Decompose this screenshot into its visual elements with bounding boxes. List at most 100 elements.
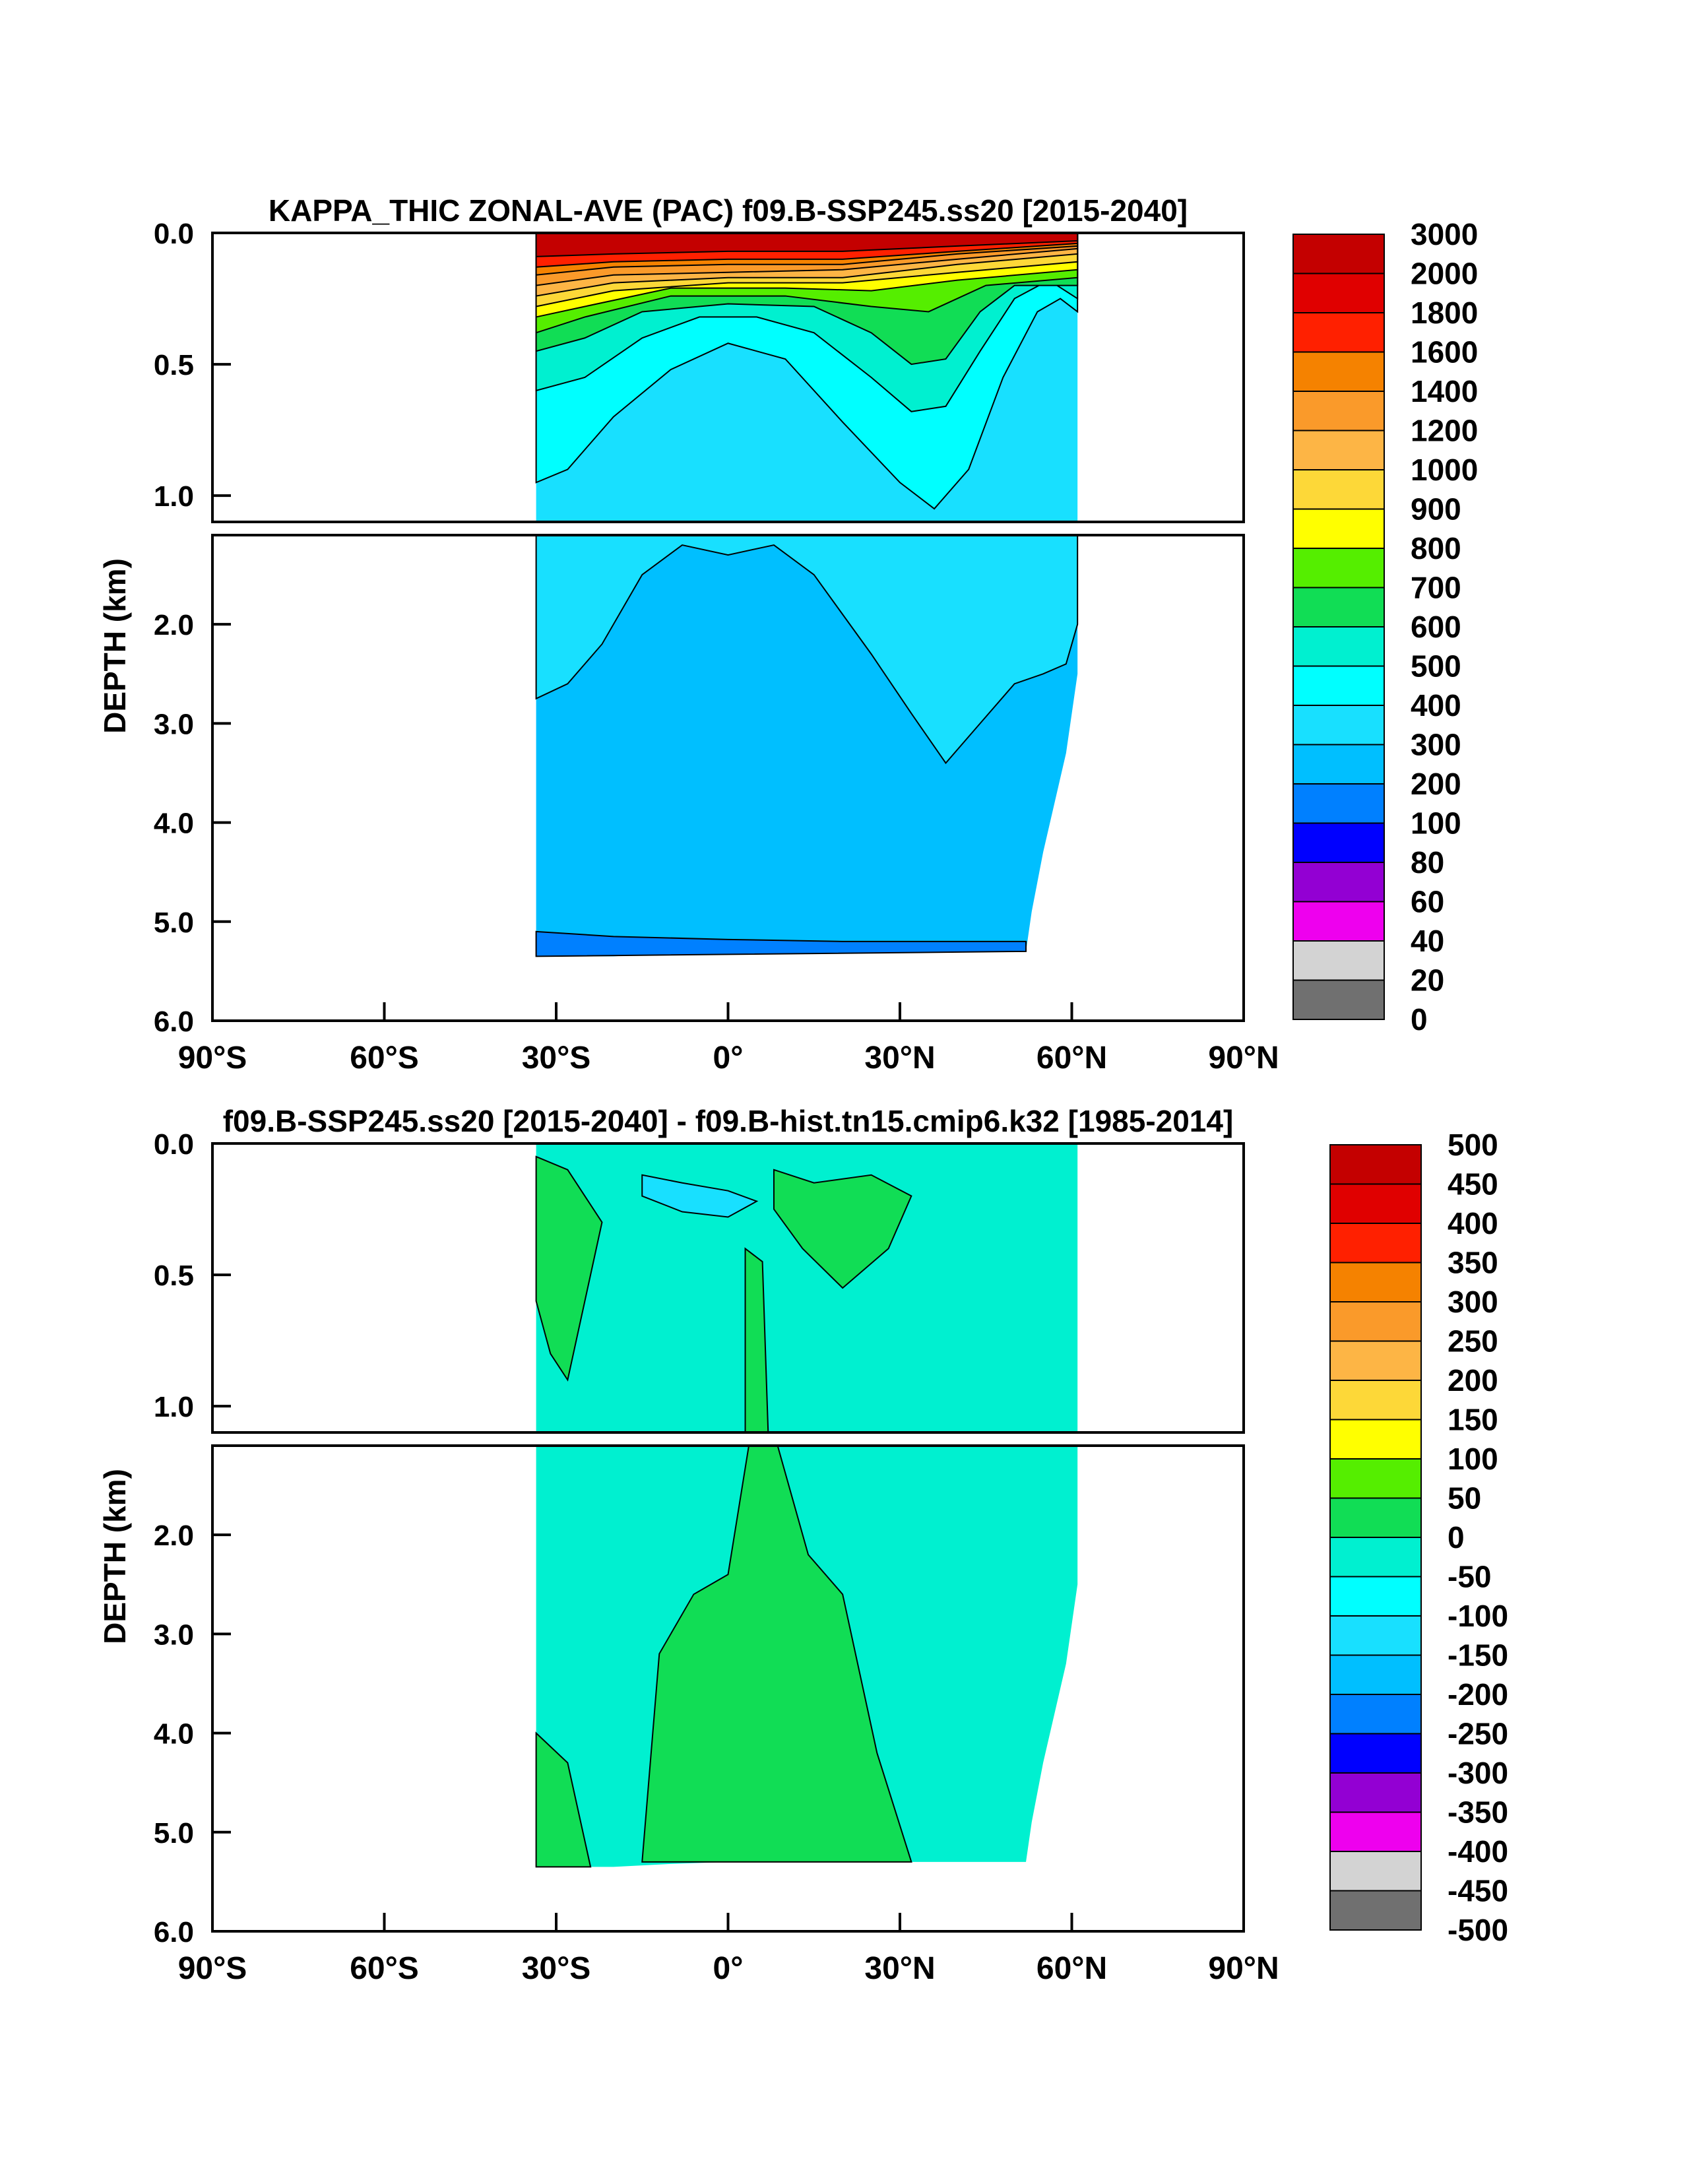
colorbar-label: -450 [1448, 1874, 1508, 1908]
colorbar-swatch [1292, 548, 1385, 589]
colorbar-swatch [1292, 979, 1385, 1020]
x-tick-label: 60°S [350, 1951, 419, 1986]
y-axis-label: DEPTH (km) [98, 1469, 132, 1644]
colorbar-swatch [1329, 1537, 1422, 1578]
colorbar-swatch [1329, 1497, 1422, 1538]
y-axis-label: DEPTH (km) [98, 558, 132, 734]
colorbar-label: -150 [1448, 1638, 1508, 1673]
colorbar-label: 700 [1411, 571, 1461, 605]
colorbar-label: 0 [1411, 1002, 1428, 1037]
x-tick-label: 30°S [522, 1951, 591, 1986]
colorbar-label: 400 [1411, 688, 1461, 723]
colorbar-label: 300 [1411, 728, 1461, 762]
contour-band [641, 1446, 912, 1863]
y-tick-label: 5.0 [154, 1817, 194, 1849]
y-tick-label: 4.0 [154, 1718, 194, 1750]
colorbar-label: -300 [1448, 1756, 1508, 1790]
colorbar-label: 1000 [1411, 453, 1478, 487]
y-tick-label: 6.0 [154, 1006, 194, 1038]
colorbar-label: 300 [1448, 1285, 1498, 1319]
colorbar-label: 150 [1448, 1403, 1498, 1437]
upper-field [535, 1143, 1078, 1432]
colorbar-swatch [1292, 705, 1385, 746]
colorbar-label: -500 [1448, 1913, 1508, 1947]
x-tick-label: 60°N [1036, 1041, 1107, 1076]
x-tick-label: 30°N [864, 1951, 935, 1986]
colorbar-label: -200 [1448, 1677, 1508, 1712]
colorbar-label: 100 [1411, 806, 1461, 841]
colorbar-label: 250 [1448, 1324, 1498, 1359]
contour-band [535, 233, 1079, 257]
colorbar-swatch [1329, 1694, 1422, 1735]
colorbar-swatch [1292, 822, 1385, 863]
field-0-50 [536, 1143, 1078, 1432]
upper-frame [211, 1142, 1245, 1434]
x-tick-label: 60°S [350, 1041, 419, 1076]
contour-band [535, 535, 1079, 765]
colorbar-label: 40 [1411, 924, 1444, 958]
chart-title: KAPPA_THIC ZONAL-AVE (PAC) f09.B-SSP245.… [269, 193, 1188, 228]
colorbar-swatch [1292, 508, 1385, 549]
x-tick-label: 90°S [178, 1951, 247, 1986]
colorbar-label: 1600 [1411, 335, 1478, 369]
colorbar-label: 200 [1448, 1363, 1498, 1397]
colorbar-swatch [1292, 587, 1385, 627]
colorbar-swatch [1329, 1419, 1422, 1460]
colorbar-label: -250 [1448, 1717, 1508, 1751]
colorbar-swatch [1292, 940, 1385, 981]
colorbar-label: 900 [1411, 492, 1461, 527]
colorbar-label: 1800 [1411, 296, 1478, 330]
colorbar-swatch [1329, 1890, 1422, 1931]
colorbar-swatch [1292, 234, 1385, 274]
y-tick-label: 0.0 [154, 1128, 194, 1161]
lower-field [535, 1446, 1078, 1868]
y-tick-label: 2.0 [154, 1520, 194, 1552]
colorbar-swatch [1329, 1654, 1422, 1695]
x-tick-label: 0° [713, 1041, 744, 1076]
colorbar-swatch [1329, 1340, 1422, 1381]
y-tick-label: 0.5 [154, 349, 194, 381]
colorbar-label: 800 [1411, 531, 1461, 565]
y-tick-label: 3.0 [154, 1619, 194, 1651]
contour-band [535, 930, 1027, 957]
x-tick-label: 90°N [1208, 1041, 1279, 1076]
x-tick-label: 90°S [178, 1041, 247, 1076]
colorbar-swatch [1329, 1576, 1422, 1617]
colorbar-label: 0 [1448, 1520, 1465, 1555]
y-tick-label: 6.0 [154, 1916, 194, 1948]
colorbar-swatch [1292, 862, 1385, 903]
colorbar-swatch [1329, 1851, 1422, 1892]
colorbar-label: 3000 [1411, 217, 1478, 251]
colorbar-swatch [1292, 626, 1385, 667]
y-tick-label: 0.0 [154, 218, 194, 250]
colorbar-swatch [1292, 391, 1385, 432]
colorbar-swatch [1292, 430, 1385, 470]
colorbar-swatch [1329, 1144, 1422, 1185]
colorbar-swatch [1292, 744, 1385, 785]
colorbar-label: 60 [1411, 885, 1444, 919]
x-tick-label: 30°S [522, 1041, 591, 1076]
colorbar-swatch [1329, 1615, 1422, 1656]
colorbar-label: -100 [1448, 1599, 1508, 1633]
y-tick-label: 5.0 [154, 907, 194, 939]
colorbar-swatch [1292, 783, 1385, 824]
upper-field [535, 233, 1079, 522]
x-tick-label: 60°N [1036, 1951, 1107, 1986]
x-tick-label: 30°N [864, 1041, 935, 1076]
colorbar-swatch [1329, 1733, 1422, 1774]
colorbar-swatch [1292, 351, 1385, 392]
colorbar-label: 500 [1448, 1128, 1498, 1162]
colorbar-swatch [1292, 901, 1385, 942]
colorbar-label: 2000 [1411, 257, 1478, 291]
x-tick-label: 90°N [1208, 1951, 1279, 1986]
colorbar-swatch [1329, 1772, 1422, 1813]
y-tick-label: 4.0 [154, 808, 194, 840]
colorbar-label: 100 [1448, 1442, 1498, 1476]
contour-band [744, 1247, 769, 1432]
colorbar-label: 80 [1411, 845, 1444, 880]
chart-title: f09.B-SSP245.ss20 [2015-2040] - f09.B-hi… [223, 1104, 1234, 1138]
x-tick-label: 0° [713, 1951, 744, 1986]
colorbar-label: 450 [1448, 1167, 1498, 1202]
colorbar-label: -400 [1448, 1834, 1508, 1869]
